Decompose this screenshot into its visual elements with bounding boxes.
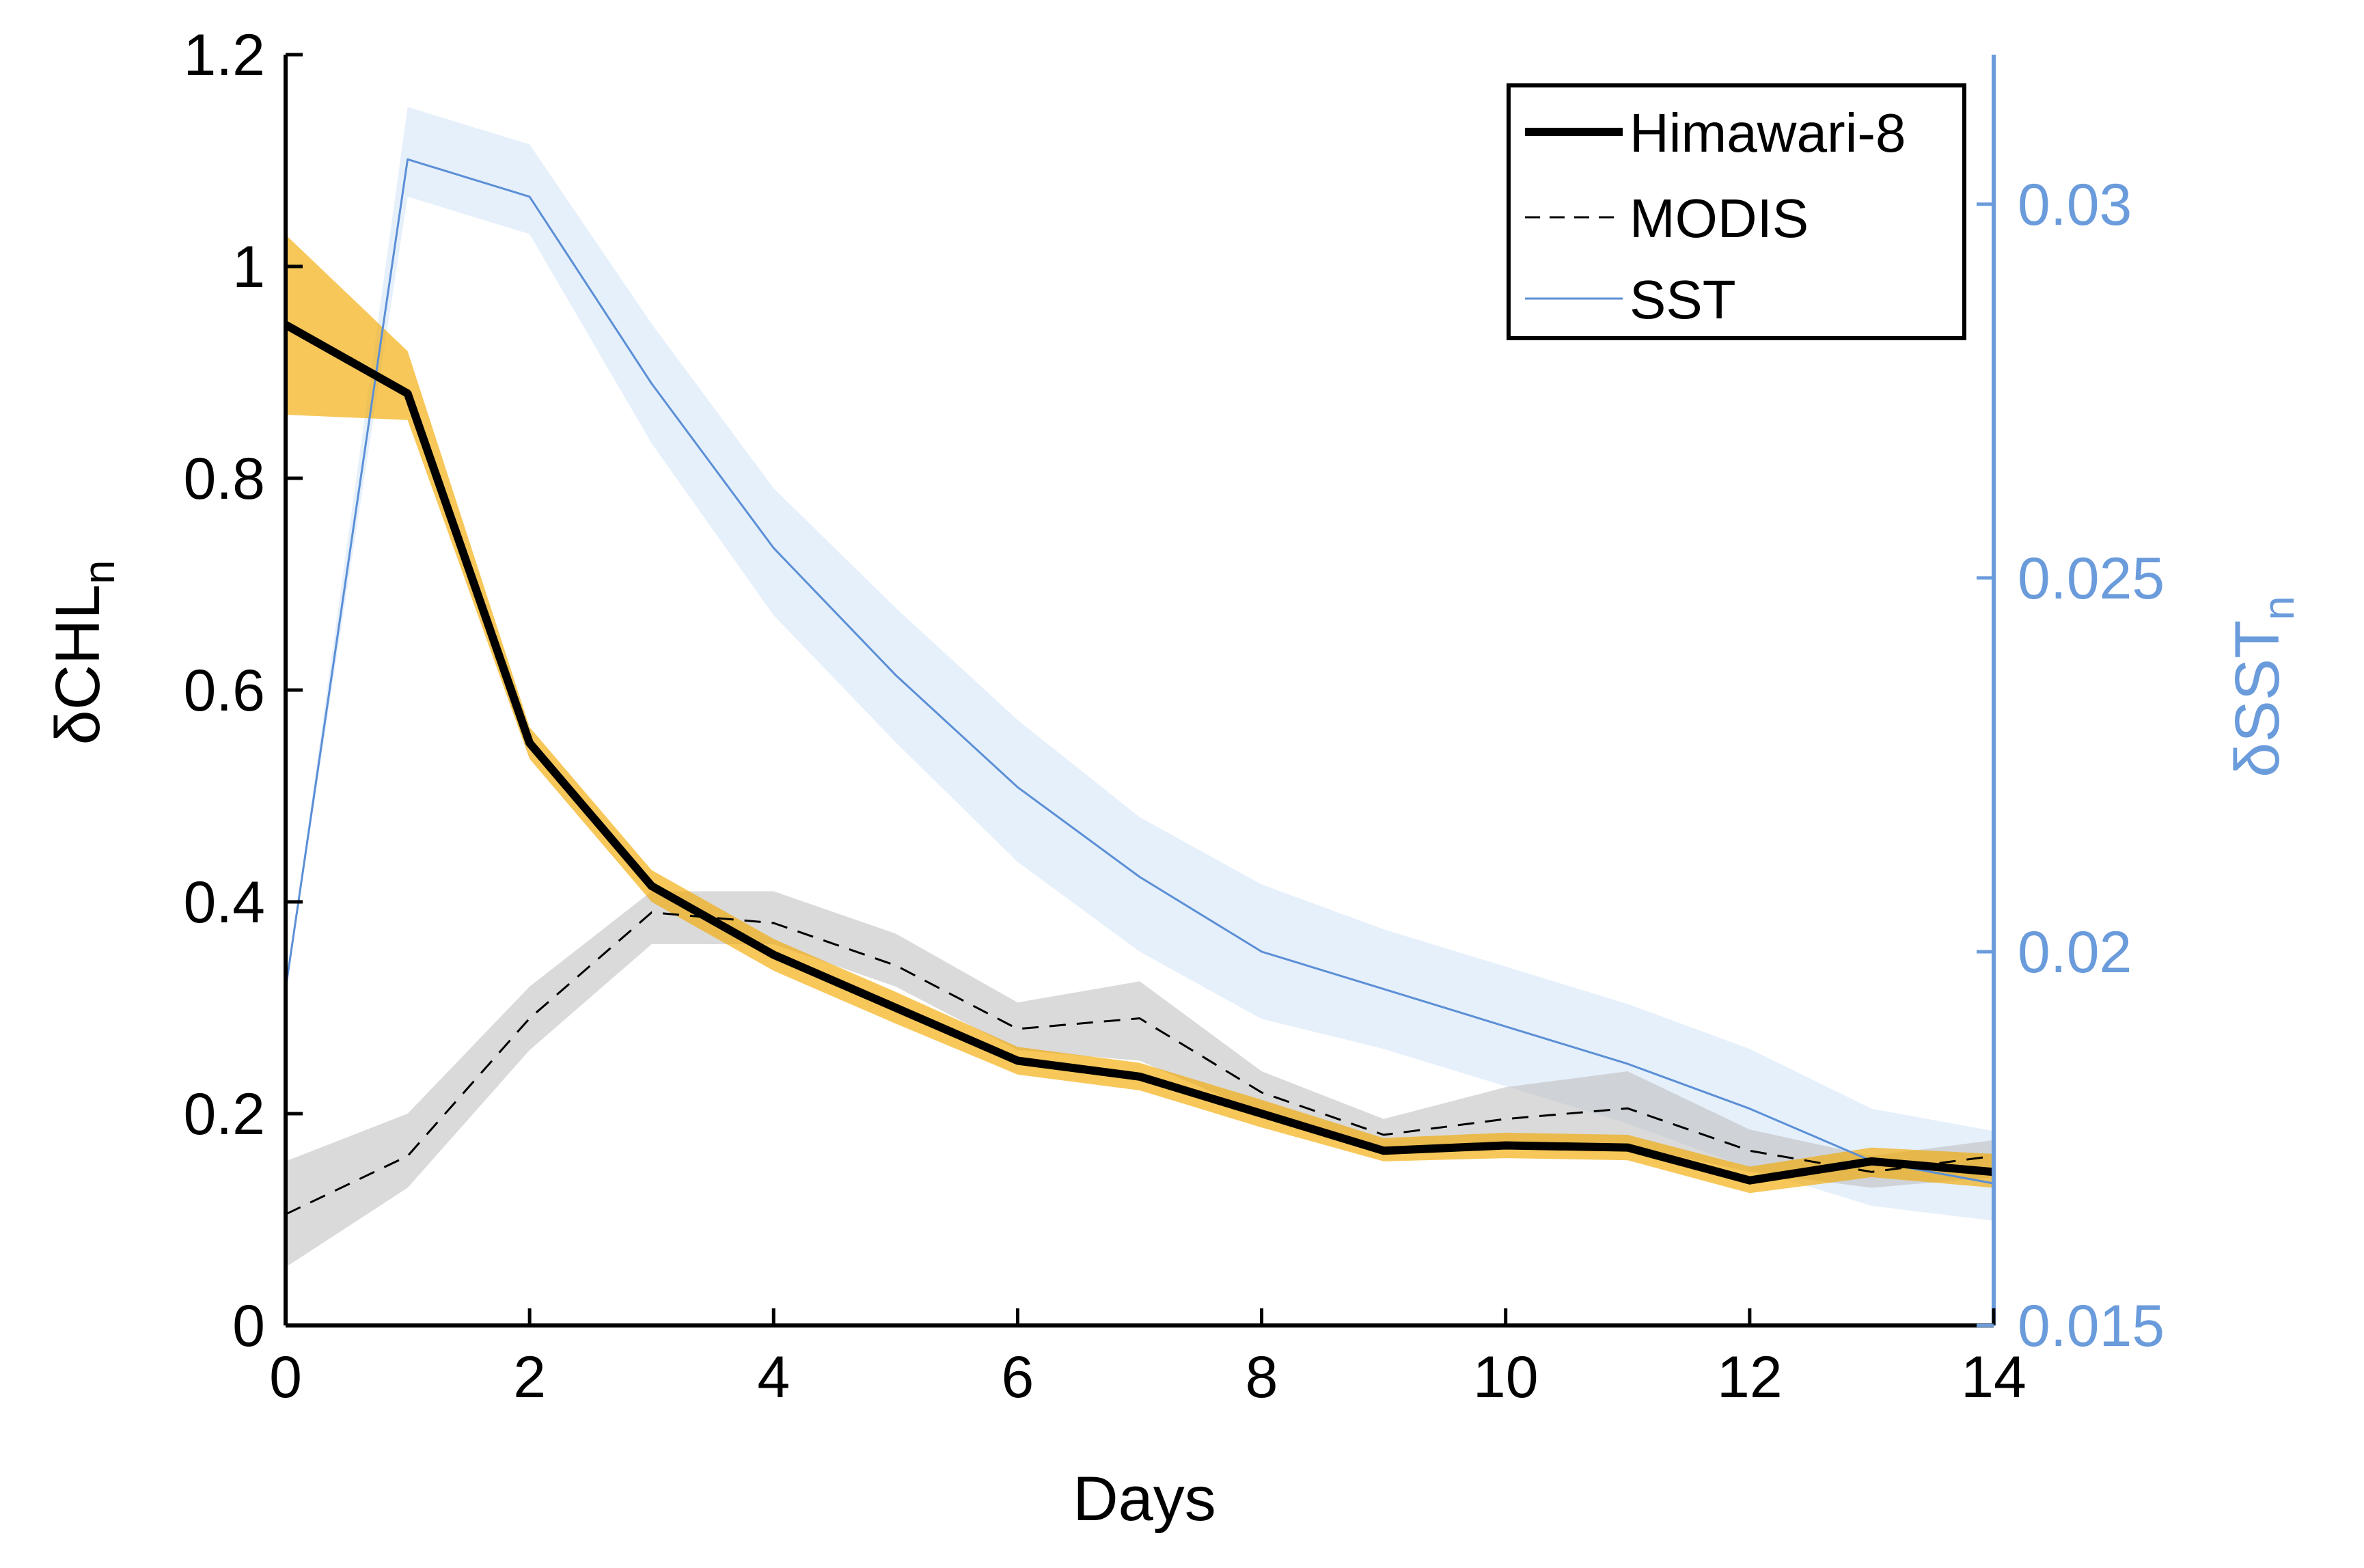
y-tick-label: 0.6 [183,658,265,724]
y-tick-label: 0.4 [183,870,265,935]
legend-label-sst: SST [1630,269,1736,330]
x-tick-label: 2 [513,1345,546,1410]
y-axis-title-subscript: n [74,560,124,585]
y-tick-label: 1 [232,234,265,300]
y2-tick-label: 0.02 [2018,920,2132,985]
legend-box [1507,83,1966,340]
y2-axis-title-main: δSST [2223,620,2292,778]
x-tick-label: 8 [1246,1345,1278,1410]
y-axis-title-main: δCHL [43,584,113,745]
y2-axis-title-subscript: n [2254,596,2303,620]
y2-tick-label: 0.03 [2018,172,2132,238]
x-tick-label: 4 [757,1345,790,1410]
y-tick-label: 1.2 [183,23,265,88]
x-tick-label: 14 [1961,1345,2026,1410]
y2-tick-label: 0.015 [2018,1293,2164,1359]
y-tick-label: 0.8 [183,446,265,512]
confidence-bands [286,107,1994,1267]
legend: Himawari-8 MODIS SST [1507,83,1966,340]
x-tick-label: 12 [1717,1345,1783,1410]
line-modis [285,911,1994,1215]
y-tick-label: 0 [232,1293,265,1359]
x-tick-label: 6 [1002,1345,1034,1410]
legend-label-modis: MODIS [1630,188,1809,249]
x-tick-label: 0 [269,1345,302,1410]
y2-axis-title: δSSTn [2223,596,2303,778]
axes: 0 2 4 6 8 10 12 14 0 0.2 0.4 0.6 0.8 1 1.2 0.015 0.02 0.0… [183,23,2164,1410]
x-axis-title: Days [1073,1464,1216,1534]
line-sst [284,158,1994,1185]
series-lines [284,158,1994,1215]
legend-label-himawari: Himawari-8 [1630,102,1906,163]
x-tick-label: 10 [1473,1345,1539,1410]
line-himawari [284,321,1994,1185]
band-sst [286,107,1994,1221]
y-axis-title: δCHLn [43,560,124,745]
y2-tick-label: 0.025 [2018,546,2164,611]
y-tick-label: 0.2 [183,1082,265,1147]
